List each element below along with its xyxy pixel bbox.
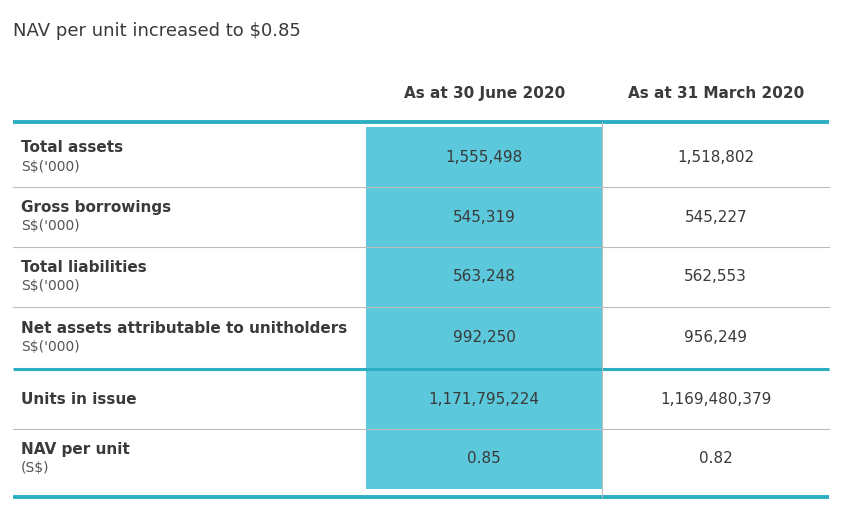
- Text: NAV per unit increased to $0.85: NAV per unit increased to $0.85: [13, 22, 301, 40]
- Text: S$('000): S$('000): [21, 219, 80, 233]
- Text: 956,249: 956,249: [685, 331, 747, 345]
- Text: Net assets attributable to unitholders: Net assets attributable to unitholders: [21, 321, 347, 336]
- Text: Gross borrowings: Gross borrowings: [21, 200, 171, 215]
- Text: 992,250: 992,250: [453, 331, 515, 345]
- Bar: [366, 247, 602, 307]
- Text: 1,169,480,379: 1,169,480,379: [660, 392, 771, 407]
- Bar: [366, 127, 602, 187]
- Bar: [366, 307, 602, 369]
- Text: Units in issue: Units in issue: [21, 392, 136, 407]
- Text: NAV per unit: NAV per unit: [21, 442, 130, 457]
- Text: 562,553: 562,553: [685, 269, 747, 284]
- Bar: [366, 187, 602, 247]
- Text: Total assets: Total assets: [21, 140, 123, 155]
- Bar: [366, 369, 602, 429]
- Text: (S$): (S$): [21, 461, 50, 475]
- Text: As at 30 June 2020: As at 30 June 2020: [403, 86, 565, 101]
- Bar: [366, 429, 602, 489]
- Text: 563,248: 563,248: [453, 269, 515, 284]
- Text: 1,555,498: 1,555,498: [445, 150, 523, 165]
- Text: 0.85: 0.85: [467, 451, 501, 466]
- Text: S$('000): S$('000): [21, 341, 80, 354]
- Text: 545,319: 545,319: [453, 210, 515, 225]
- Text: As at 31 March 2020: As at 31 March 2020: [627, 86, 804, 101]
- Text: 545,227: 545,227: [685, 210, 747, 225]
- Text: 1,518,802: 1,518,802: [677, 150, 754, 165]
- Text: Total liabilities: Total liabilities: [21, 260, 147, 275]
- Text: 1,171,795,224: 1,171,795,224: [429, 392, 540, 407]
- Text: S$('000): S$('000): [21, 279, 80, 293]
- Text: S$('000): S$('000): [21, 160, 80, 174]
- Text: 0.82: 0.82: [699, 451, 733, 466]
